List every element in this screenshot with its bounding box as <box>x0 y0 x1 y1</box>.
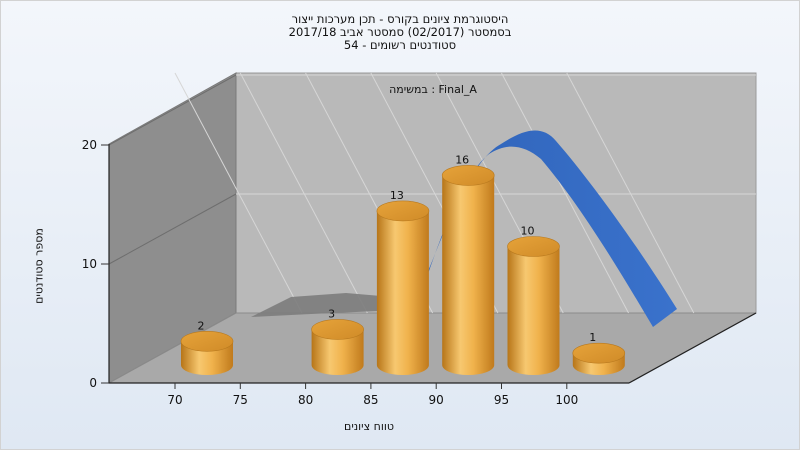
gridline-back-vertical <box>239 72 368 314</box>
bar-value-label: 3 <box>328 307 335 320</box>
x-tick-label: 90 <box>429 393 444 407</box>
bar: 3 <box>311 307 364 375</box>
bar-top <box>572 342 626 364</box>
legend-text: במשימה : Final_A <box>389 83 477 96</box>
y-axis-label: מספר סטודנטים <box>32 228 46 304</box>
chart-title-line-2: בסמסטר (02/2017) סמסטר אביב 2017/18 <box>288 25 512 39</box>
bar-value-label: 10 <box>521 225 535 238</box>
x-tick-label: 95 <box>494 393 509 407</box>
bar: 16 <box>441 153 495 375</box>
x-tick-label: 100 <box>555 393 578 407</box>
x-axis-label: טווח ציונים <box>344 420 394 433</box>
x-tick-label: 85 <box>363 393 378 407</box>
bar-top <box>441 165 495 186</box>
chart-title-line-3: סטודנטים רשומים - 54 <box>343 38 457 52</box>
x-tick-label: 75 <box>233 393 248 407</box>
y-tick-label: 0 <box>89 376 97 390</box>
bar-value-label: 13 <box>390 189 404 202</box>
distribution-curve <box>426 130 677 327</box>
bar: 10 <box>507 225 560 375</box>
gridline-side <box>108 193 237 265</box>
bar-top <box>311 319 364 340</box>
curve-shadow <box>251 293 381 317</box>
bar-top <box>376 200 430 222</box>
gridline-back-vertical <box>501 72 629 314</box>
gridline-side <box>108 74 237 146</box>
bars: 2 3 13 16 10 1 <box>180 153 626 375</box>
bar: 1 <box>572 331 626 375</box>
bar: 13 <box>376 189 430 375</box>
x-tick-label: 70 <box>167 393 182 407</box>
y-tick-label: 10 <box>82 257 97 271</box>
gridline-back-vertical <box>566 72 695 314</box>
y-tick-label: 20 <box>82 138 97 152</box>
tick-labels: 0 10 20 70 75 80 85 90 95 100 <box>82 138 579 407</box>
bar-top <box>180 330 234 352</box>
bar-body <box>507 246 560 375</box>
bar-body <box>442 175 495 375</box>
chart-title-line-1: היסטוגרמת ציונים בקורס - תכן מערכות ייצו… <box>291 12 509 26</box>
bar-value-label: 2 <box>198 319 205 332</box>
bar-value-label: 16 <box>455 153 469 166</box>
x-tick-label: 80 <box>298 393 313 407</box>
floor-edge <box>628 312 757 384</box>
gridlines <box>108 72 756 314</box>
bar-body <box>376 210 429 375</box>
bar-value-label: 1 <box>589 331 596 344</box>
bar-body <box>311 329 364 375</box>
gridline-back-vertical <box>174 72 303 314</box>
back-wall <box>235 72 757 314</box>
bar: 2 <box>180 319 234 375</box>
bar-top <box>507 236 560 257</box>
